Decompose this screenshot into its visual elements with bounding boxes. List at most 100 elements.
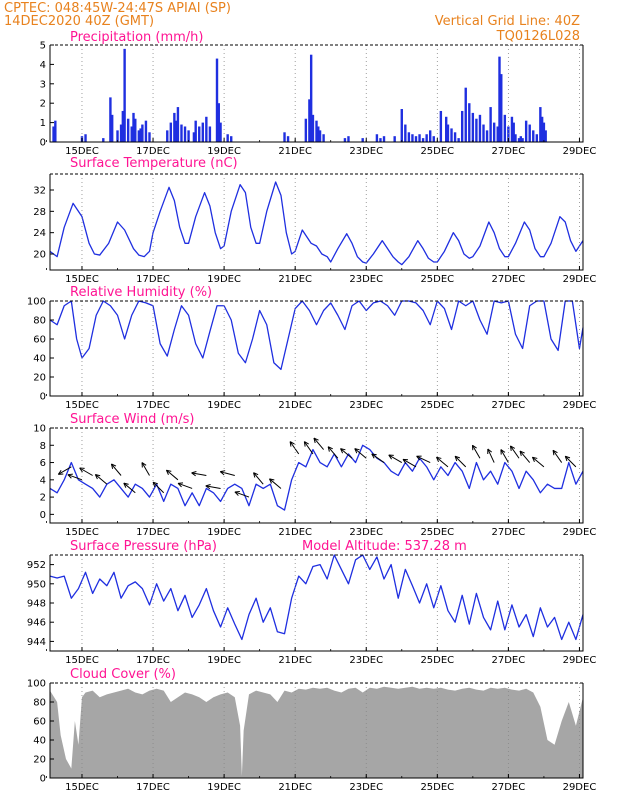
wind-arrow (388, 454, 403, 463)
x-tick-label: 21DEC (278, 146, 312, 157)
x-tick-label: 15DEC (65, 400, 99, 411)
y-tick-label: 4 (40, 60, 46, 71)
frame (49, 555, 584, 652)
y-tick-label: 5 (40, 41, 46, 52)
precipitation-bar (180, 124, 183, 142)
precipitation-bar (450, 128, 453, 142)
precipitation-bar (492, 122, 496, 142)
precipitation-bar (464, 87, 467, 142)
precipitation-bar (308, 99, 311, 142)
y-tick-label: 946 (27, 618, 46, 629)
y-tick-label: 24 (33, 228, 46, 239)
precipitation-bar (489, 107, 492, 142)
precipitation-bar (208, 126, 212, 142)
x-tick-label: 27DEC (492, 527, 526, 538)
precipitation-panel: 15DEC 17DEC 19DEC 21DEC 23DEC 25DEC 27DEC 29DEC… (40, 30, 597, 157)
x-tick-label: 19DEC (207, 527, 241, 538)
precipitation-bar (457, 138, 460, 142)
precipitation-bar (322, 134, 325, 142)
y-tick-label: 944 (27, 637, 46, 648)
precipitation-bar (478, 114, 482, 142)
x-tick-label: 17DEC (136, 527, 170, 538)
humidity-series-line (49, 300, 584, 371)
x-tick-label: 17DEC (136, 274, 170, 285)
x-tick-label: 19DEC (207, 782, 241, 793)
precipitation-bar (432, 136, 435, 142)
precipitation-bar (110, 114, 114, 142)
y-tick-label: 100 (27, 297, 46, 308)
precipitation-bar (311, 114, 315, 142)
precipitation-bar (109, 97, 112, 142)
x-tick-label: 15DEC (65, 655, 99, 666)
x-tick-label: 19DEC (207, 400, 241, 411)
wind-arrow (123, 482, 136, 494)
wind-arrow (552, 449, 563, 463)
y-tick-label: 28 (33, 207, 46, 218)
frame (49, 301, 584, 397)
wind-arrow (110, 463, 122, 476)
cloud-cover-panel: 15DEC 17DEC 19DEC 21DEC 23DEC 25DEC 27DEC 29DEC… (27, 667, 596, 793)
y-tick-label: 80 (33, 698, 46, 709)
header-model: TQ0126L028 (496, 29, 580, 44)
precipitation-bar (514, 134, 517, 142)
x-tick-label: 23DEC (349, 400, 383, 411)
x-tick-label: 23DEC (349, 274, 383, 285)
x-tick-label: 21DEC (278, 274, 312, 285)
x-tick-label: 29DEC (563, 655, 597, 666)
x-tick-label: 29DEC (563, 146, 597, 157)
precipitation-bar (318, 130, 322, 142)
wind-arrow (234, 490, 250, 498)
y-tick-label: 948 (27, 599, 46, 610)
wind-arrow (57, 466, 72, 475)
x-tick-label: 25DEC (420, 274, 454, 285)
wind-arrow (416, 455, 431, 463)
precipitation-bar (52, 126, 55, 142)
precipitation-bar (421, 138, 425, 142)
wind-arrow (500, 449, 509, 463)
x-tick-label: 21DEC (278, 655, 312, 666)
x-tick-label: 29DEC (563, 400, 597, 411)
precipitation-bar (453, 132, 457, 142)
frame (49, 45, 584, 143)
x-tick-label: 23DEC (349, 655, 383, 666)
x-tick-label: 29DEC (563, 782, 597, 793)
x-tick-label: 25DEC (420, 527, 454, 538)
x-tick-label: 21DEC (278, 527, 312, 538)
precipitation-bar (418, 134, 421, 142)
precipitation-bar (141, 124, 144, 142)
precipitation-bar (439, 110, 443, 142)
y-tick-label: 20 (33, 755, 46, 766)
cloud-cover-area (50, 686, 583, 778)
precipitation-bar (187, 130, 190, 142)
y-tick-label: 0 (40, 774, 46, 785)
precipitation-bar (84, 134, 87, 142)
y-tick-label: 32 (33, 186, 46, 197)
wind-arrow (205, 484, 221, 490)
precipitation-bar (425, 134, 428, 142)
x-tick-label: 27DEC (492, 782, 526, 793)
x-tick-label: 27DEC (492, 400, 526, 411)
y-tick-label: 6 (40, 458, 46, 469)
y-tick-label: 40 (33, 736, 46, 747)
humidity-title: Relative Humidity (%) (70, 285, 212, 300)
model-altitude-label: Model Altitude: 537.28 m (302, 539, 467, 554)
precipitation-bar (102, 138, 105, 142)
x-tick-label: 25DEC (420, 400, 454, 411)
humidity-panel: 15DEC 17DEC 19DEC 21DEC 23DEC 25DEC 27DEC 29DEC… (27, 285, 596, 411)
wind-arrow (303, 441, 314, 455)
y-tick-label: 3 (40, 79, 46, 90)
precipitation-bar (134, 118, 137, 142)
wind-arrow (289, 441, 300, 455)
wind-arrow (402, 458, 417, 468)
precipitation-bar (407, 132, 411, 142)
precipitation-bar (532, 130, 535, 142)
precipitation-bar (205, 116, 208, 142)
x-tick-label: 29DEC (563, 274, 597, 285)
precipitation-bar (460, 110, 464, 142)
precipitation-bar (393, 136, 396, 142)
y-tick-label: 20 (33, 373, 46, 384)
wind-arrow (487, 448, 495, 463)
wind-arrow (67, 473, 83, 481)
y-tick-label: 0 (40, 392, 46, 403)
